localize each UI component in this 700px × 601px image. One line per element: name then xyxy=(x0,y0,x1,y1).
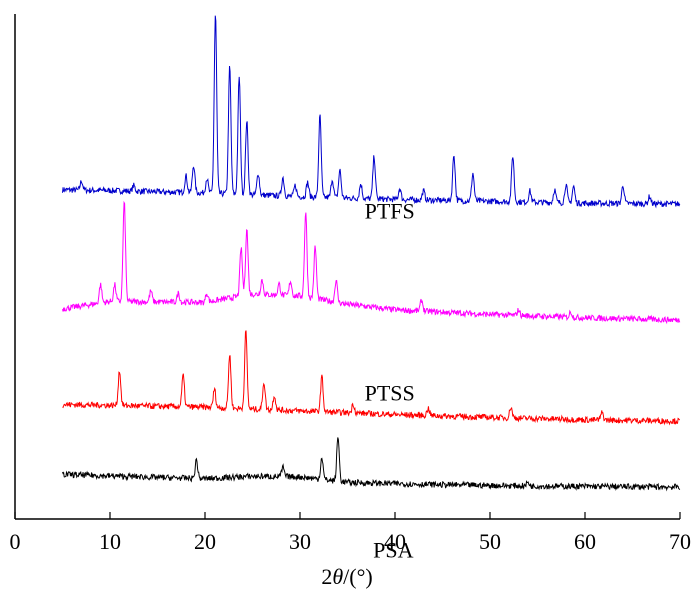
x-axis-title-suffix: /(°) xyxy=(343,564,373,589)
x-axis-title-prefix: 2 xyxy=(321,564,332,589)
series-line-ptfs xyxy=(62,200,681,325)
x-axis-title-theta: θ xyxy=(332,564,343,589)
x-axis-title: 2θ/(°) xyxy=(321,564,372,589)
series-labels: PTASPTFSPTSSPSA xyxy=(365,198,415,562)
x-tick-label: 20 xyxy=(194,529,216,554)
series-label-ptfs: PTFS xyxy=(365,198,415,223)
series-label-ptss: PTSS xyxy=(365,381,415,406)
series-line-ptas xyxy=(62,15,681,209)
series-line-ptss xyxy=(62,330,681,426)
x-tick-label: 60 xyxy=(574,529,596,554)
x-ticks xyxy=(14,512,681,519)
series-group xyxy=(62,15,681,492)
x-tick-label: 70 xyxy=(669,529,691,554)
x-tick-label: 50 xyxy=(479,529,501,554)
x-tick-label: 0 xyxy=(10,529,21,554)
x-tick-label: 40 xyxy=(384,529,406,554)
series-line-psa xyxy=(62,437,681,492)
x-tick-label: 30 xyxy=(289,529,311,554)
x-tick-label: 10 xyxy=(99,529,121,554)
x-tick-labels: 0 10 20 30 40 50 60 70 xyxy=(10,529,692,554)
axes xyxy=(14,14,680,520)
series-label-psa: PSA xyxy=(373,537,413,562)
